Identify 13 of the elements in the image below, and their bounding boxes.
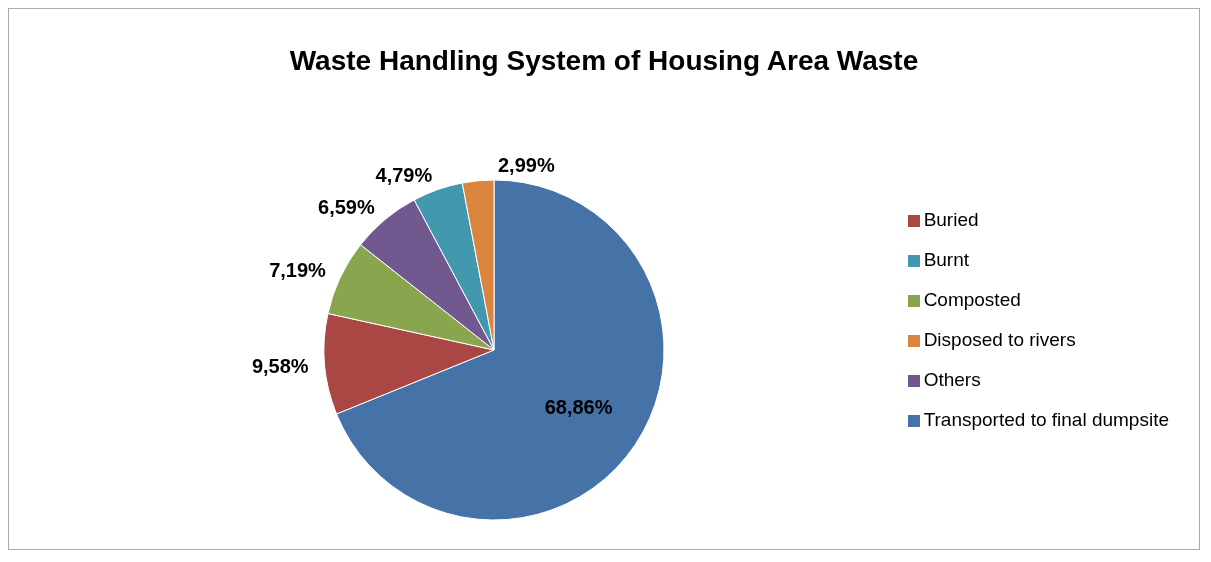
legend-label: Disposed to rivers	[923, 329, 1076, 350]
legend-label: Burnt	[923, 249, 970, 270]
legend-label: Transported to final dumpsite	[923, 409, 1169, 430]
legend-label: Composted	[923, 289, 1021, 310]
data-label: 68,86%	[544, 395, 613, 418]
data-label: 4,79%	[375, 163, 433, 186]
legend-label: Others	[923, 369, 981, 390]
data-label: 9,58%	[251, 354, 309, 377]
data-label: 7,19%	[269, 259, 327, 282]
legend-label: Buried	[923, 209, 979, 230]
data-label: 6,59%	[318, 196, 375, 219]
chart-title: Waste Handling System of Housing Area Waste	[288, 44, 920, 78]
data-label: 2,99%	[498, 153, 555, 176]
